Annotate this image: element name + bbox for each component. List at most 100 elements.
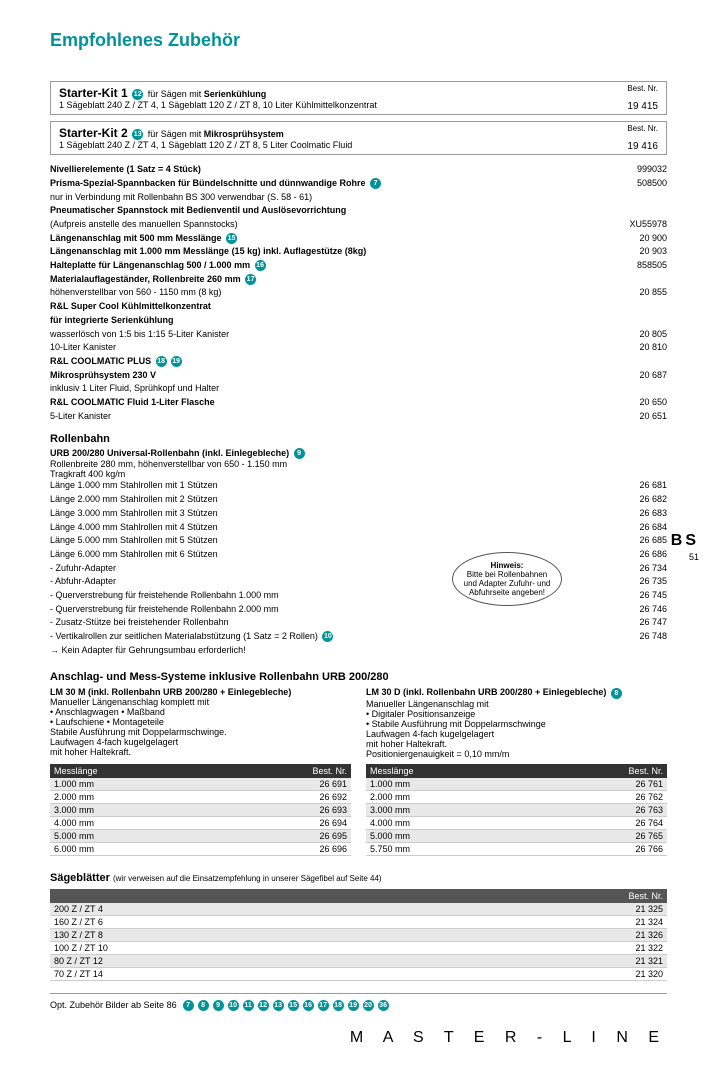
badge-icon: 19 (348, 1000, 359, 1011)
hint-bubble: Hinweis: Bitte bei Rollenbahnen und Adap… (452, 552, 562, 606)
badge-icon: 9 (213, 1000, 224, 1011)
accessory-row: Materialauflageständer, Rollenbreite 260… (50, 273, 667, 287)
accessory-row: für integrierte Serienkühlung (50, 314, 667, 328)
starter-nr: 19 416 (627, 141, 658, 152)
table-row: 200 Z / ZT 421 325 (50, 903, 667, 916)
cell-nr: 21 326 (416, 928, 667, 941)
cell-measlen: 5.000 mm (50, 829, 215, 842)
rb-row: Länge 1.000 mm Stahlrollen mit 1 Stützen… (50, 479, 667, 493)
cell-nr: 26 765 (531, 829, 667, 842)
rb-row: - Vertikalrollen zur seitlichen Material… (50, 630, 667, 644)
meas-line: mit hoher Haltekraft. (50, 747, 351, 757)
rb-nr: 26 745 (617, 590, 667, 602)
rb-label: Länge 4.000 mm Stahlrollen mit 4 Stützen (50, 522, 617, 534)
rollenbahn-title: Rollenbahn (50, 433, 667, 445)
rb-nr: 26 683 (617, 508, 667, 520)
bs-sub: 51 (689, 552, 699, 562)
badge-icon: 16 (303, 1000, 314, 1011)
accessory-nr (617, 274, 667, 286)
cell-measlen: 3.000 mm (366, 803, 531, 816)
accessory-row: inklusiv 1 Liter Fluid, Sprühkopf und Ha… (50, 382, 667, 396)
cell-measlen: 5.000 mm (366, 829, 531, 842)
badge-icon: 13 (132, 129, 143, 140)
badge-icon: 11 (243, 1000, 254, 1011)
rb-row: - Zufuhr-Adapter26 734 (50, 562, 667, 576)
meas-line: Positioniergenauigkeit = 0,10 mm/m (366, 749, 667, 759)
rb-label: - Vertikalrollen zur seitlichen Material… (50, 631, 617, 643)
starter-kit: Best. Nr. Starter-Kit 2 13 für Sägen mit… (50, 121, 667, 155)
rb-head-line: Tragkraft 400 kg/m (50, 469, 667, 479)
badge-icon: 17 (245, 274, 256, 285)
accessory-nr (617, 192, 667, 204)
accessory-nr: 999032 (617, 164, 667, 176)
meas-line: Laufwagen 4-fach kugelgelagert (50, 737, 351, 747)
cell-nr: 26 696 (215, 842, 351, 855)
starter-name: Starter-Kit 2 (59, 126, 128, 140)
accessory-label: R&L Super Cool Kühlmittelkonzentrat (50, 301, 617, 313)
table-row: 160 Z / ZT 621 324 (50, 915, 667, 928)
saw-note: (wir verweisen auf die Einsatzempfehlung… (113, 874, 382, 883)
rb-label: Länge 2.000 mm Stahlrollen mit 2 Stützen (50, 494, 617, 506)
badge-icon: 12 (132, 89, 143, 100)
footer: Opt. Zubehör Bilder ab Seite 86 78910111… (50, 993, 667, 1011)
badge-icon: 10 (228, 1000, 239, 1011)
badge-icon: 7 (370, 178, 381, 189)
rb-nr: 26 748 (617, 631, 667, 643)
col-measlen: Messlänge (366, 764, 531, 778)
cell-saw: 130 Z / ZT 8 (50, 928, 416, 941)
accessory-label: Längenanschlag mit 500 mm Messlänge 15 (50, 233, 617, 245)
bs-mark: BS (671, 532, 699, 550)
hint-title: Hinweis: (491, 561, 524, 570)
badge-icon: 19 (171, 356, 182, 367)
badge-icon: 13 (273, 1000, 284, 1011)
accessory-label: Längenanschlag mit 1.000 mm Messlänge (1… (50, 246, 617, 258)
table-row: 2.000 mm26 692 (50, 790, 351, 803)
cell-measlen: 4.000 mm (50, 816, 215, 829)
accessory-nr (617, 205, 667, 217)
table-row: 70 Z / ZT 1421 320 (50, 967, 667, 980)
rb-head-line: URB 200/280 Universal-Rollenbahn (inkl. … (50, 448, 667, 459)
table-row: 3.000 mm26 693 (50, 803, 351, 816)
badge-icon: 18 (156, 356, 167, 367)
accessory-label: für integrierte Serienkühlung (50, 315, 617, 327)
accessory-nr (617, 356, 667, 368)
cell-saw: 200 Z / ZT 4 (50, 903, 416, 916)
rb-nr: 26 747 (617, 617, 667, 629)
accessory-label: Prisma-Spezial-Spannbacken für Bündelsch… (50, 178, 617, 190)
table-row: 130 Z / ZT 821 326 (50, 928, 667, 941)
cell-measlen: 5.750 mm (366, 842, 531, 855)
accessory-row: Pneumatischer Spannstock mit Bedienventi… (50, 204, 667, 218)
meas-line: Manueller Längenanschlag komplett mit (50, 697, 351, 707)
rb-nr: 26 746 (617, 604, 667, 616)
rb-row: Länge 6.000 mm Stahlrollen mit 6 Stützen… (50, 548, 667, 562)
cell-nr: 26 762 (531, 790, 667, 803)
starter-note: für Sägen mit Serienkühlung (148, 89, 267, 99)
cell-measlen: 2.000 mm (50, 790, 215, 803)
meas-line: Manueller Längenanschlag mit (366, 699, 667, 709)
badge-icon: 9 (294, 448, 305, 459)
accessory-label: Materialauflageständer, Rollenbreite 260… (50, 274, 617, 286)
col-bestnr: Best. Nr. (215, 764, 351, 778)
rb-row: - Abfuhr-Adapter26 735 (50, 575, 667, 589)
cell-nr: 26 691 (215, 778, 351, 791)
table-row: 5.000 mm26 765 (366, 829, 667, 842)
measure-table-right: MesslängeBest. Nr.1.000 mm26 7612.000 mm… (366, 764, 667, 856)
footer-text: Opt. Zubehör Bilder ab Seite 86 (50, 1000, 177, 1010)
accessory-label: Halteplatte für Längenanschlag 500 / 1.0… (50, 260, 617, 272)
cell-nr: 26 695 (215, 829, 351, 842)
accessory-label: höhenverstellbar von 560 - 1150 mm (8 kg… (50, 287, 617, 299)
rb-row: - Querverstrebung für freistehende Rolle… (50, 589, 667, 603)
cell-nr: 21 324 (416, 915, 667, 928)
rb-label: → Kein Adapter für Gehrungsumbau erforde… (50, 645, 617, 657)
starter-name: Starter-Kit 1 (59, 86, 128, 100)
accessory-nr: 20 810 (617, 342, 667, 354)
table-row: 5.750 mm26 766 (366, 842, 667, 855)
accessory-nr: 20 650 (617, 397, 667, 409)
badge-icon: 20 (363, 1000, 374, 1011)
cell-nr: 26 764 (531, 816, 667, 829)
accessory-label: 10-Liter Kanister (50, 342, 617, 354)
rb-row: → Kein Adapter für Gehrungsumbau erforde… (50, 644, 667, 658)
accessory-label: R&L COOLMATIC PLUS 1819 (50, 356, 617, 368)
rb-label: Länge 1.000 mm Stahlrollen mit 1 Stützen (50, 480, 617, 492)
cell-saw: 160 Z / ZT 6 (50, 915, 416, 928)
